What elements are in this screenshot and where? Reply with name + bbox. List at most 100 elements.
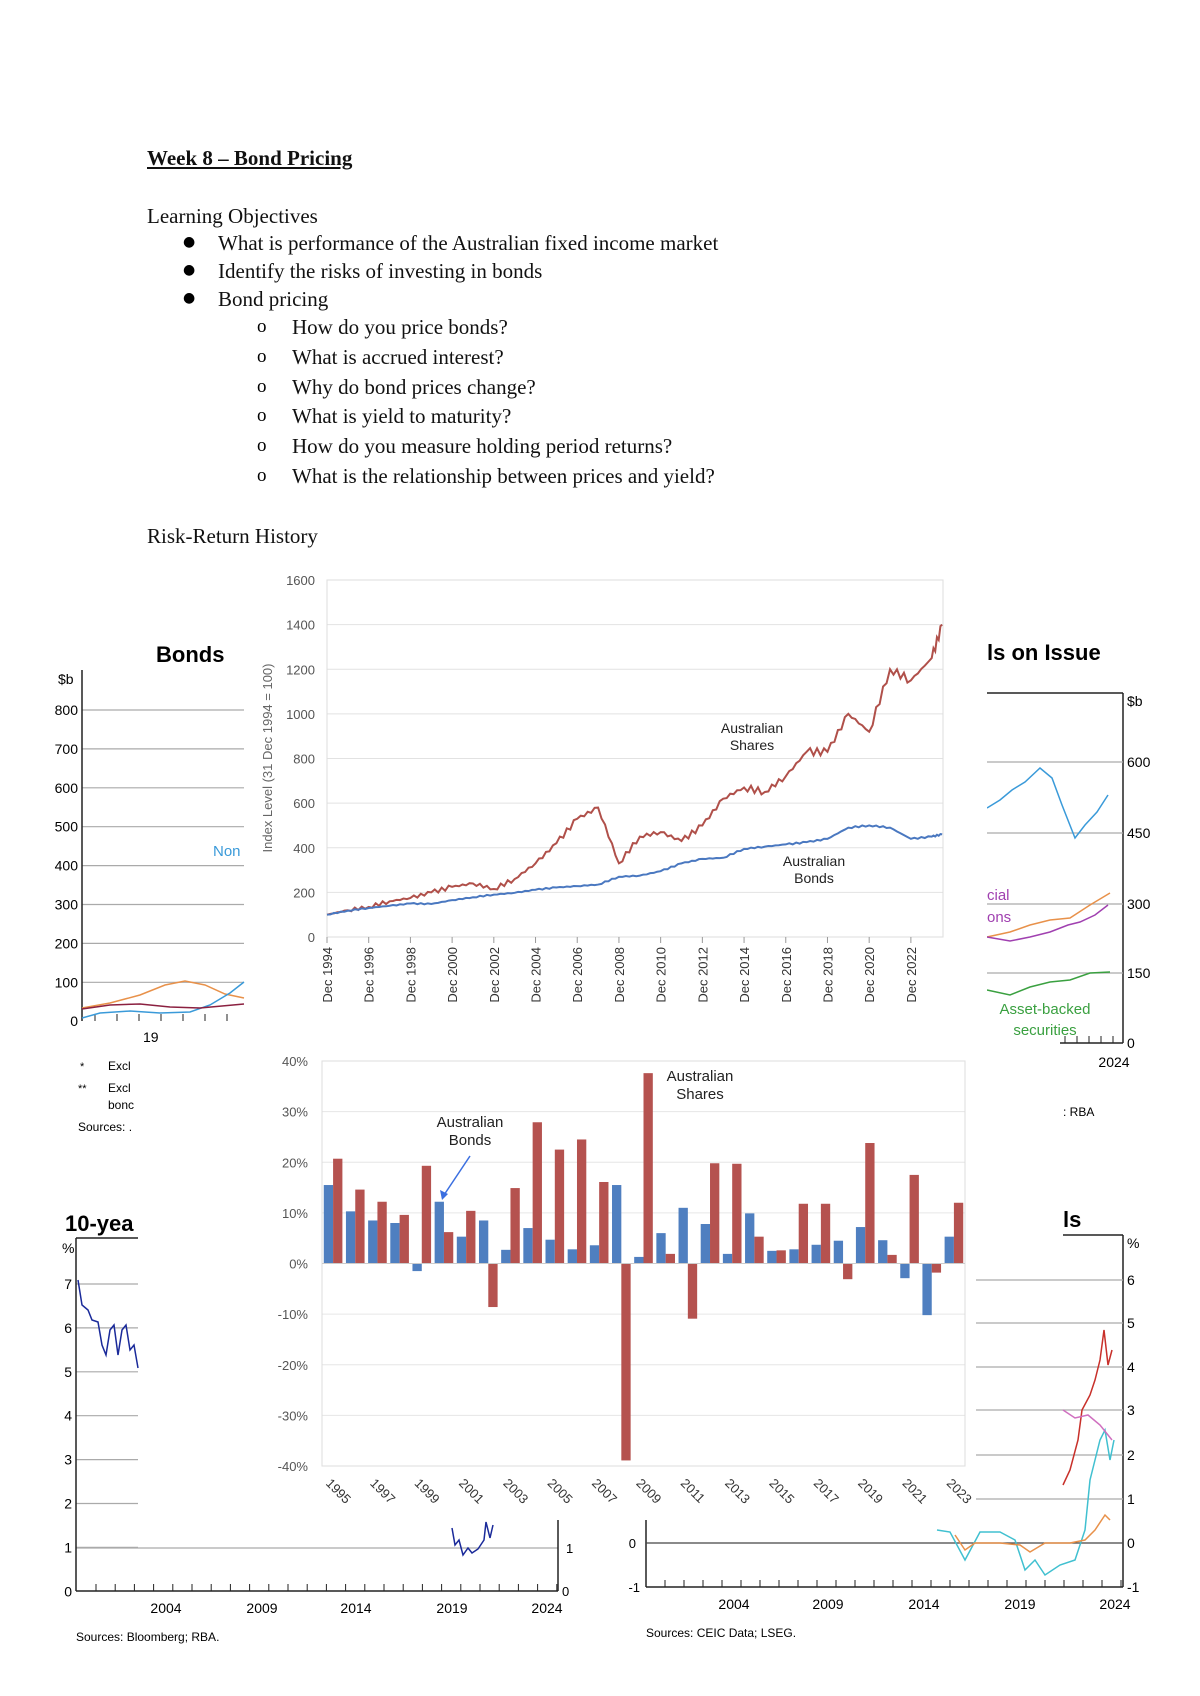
x-tick-label: 2014 xyxy=(908,1596,939,1612)
x-tick-label: 2005 xyxy=(545,1476,576,1507)
x-tick-label: 2023 xyxy=(944,1476,975,1507)
page-title: Week 8 – Bond Pricing xyxy=(147,146,353,170)
bar-bonds-2007 xyxy=(589,1245,600,1264)
bar-bonds-2023 xyxy=(944,1236,954,1264)
y-tick-label: 1600 xyxy=(286,573,315,588)
sub-bullet-icon: o xyxy=(257,405,267,427)
y-tick-label: 40% xyxy=(282,1054,308,1069)
pink-series-line xyxy=(1062,1409,1113,1441)
yield-line xyxy=(77,1279,139,1369)
x-tick-label: 2013 xyxy=(722,1476,753,1507)
bar-bonds-2008 xyxy=(612,1185,622,1264)
bar-bonds-2015 xyxy=(767,1250,777,1264)
bar-bonds-2022 xyxy=(922,1263,932,1316)
bar-bonds-2004 xyxy=(523,1228,533,1264)
plot-area xyxy=(326,579,944,938)
source-note: Sources: Bloomberg; RBA. xyxy=(76,1630,219,1644)
y-tick-label: -1 xyxy=(1127,1579,1140,1595)
yield-line xyxy=(451,1521,494,1557)
x-tick-label: 2017 xyxy=(811,1476,842,1507)
series-label: Bonds xyxy=(449,1132,492,1149)
series-label: Australian xyxy=(437,1114,504,1131)
bar-bonds-2018 xyxy=(833,1240,844,1264)
bar-bonds-2005 xyxy=(545,1239,555,1264)
orange-series-line xyxy=(954,1513,1111,1553)
y-tick-label: 0 xyxy=(629,1536,636,1551)
x-tick-label: Dec 2016 xyxy=(779,947,794,1003)
y-tick-label: 5 xyxy=(64,1364,72,1380)
sub-bullet-icon: o xyxy=(257,345,267,367)
bar-shares-2000 xyxy=(443,1232,454,1264)
series-label-fragment: cial xyxy=(987,887,1010,904)
x-tick-label: 2007 xyxy=(589,1476,620,1507)
y-tick-label: 800 xyxy=(293,752,315,767)
y-tick-label: 6 xyxy=(1127,1272,1135,1288)
objective-item: Identify the risks of investing in bonds xyxy=(218,259,543,283)
bar-shares-2002 xyxy=(488,1263,498,1308)
bullet-icon: ● xyxy=(183,234,196,250)
bar-shares-2016 xyxy=(798,1203,809,1264)
bar-bonds-2019 xyxy=(855,1227,866,1264)
y-tick-label: -20% xyxy=(278,1358,309,1373)
y-tick-label: 1 xyxy=(566,1541,573,1556)
bullet-icon: ● xyxy=(183,262,196,278)
bar-bonds-1998 xyxy=(390,1223,400,1264)
red-series-line xyxy=(1062,1329,1113,1486)
bar-shares-1998 xyxy=(399,1214,409,1264)
y-tick-label: 3 xyxy=(64,1452,72,1468)
x-tick-label: Dec 2010 xyxy=(654,947,669,1003)
bar-shares-2012 xyxy=(710,1163,720,1264)
x-tick-label: 1999 xyxy=(412,1476,443,1507)
bar-shares-2003 xyxy=(510,1188,520,1264)
x-tick-label: Dec 2022 xyxy=(904,947,919,1003)
annotation-arrow xyxy=(441,1155,471,1199)
bar-bonds-1996 xyxy=(345,1211,356,1264)
bar-shares-2010 xyxy=(665,1253,675,1264)
y-tick-label: 500 xyxy=(55,819,79,835)
series-label: Shares xyxy=(730,737,774,753)
x-tick-label: Dec 1996 xyxy=(362,947,377,1003)
bar-bonds-1997 xyxy=(368,1220,378,1264)
y-tick-label: 0 xyxy=(1127,1035,1135,1051)
bar-shares-2005 xyxy=(554,1149,565,1264)
bar-shares-2021 xyxy=(909,1174,919,1264)
bar-shares-2006 xyxy=(576,1139,587,1264)
purple-series-line xyxy=(986,904,1109,942)
chart-title-fragment: Bonds xyxy=(156,642,224,667)
y-tick-label: 5 xyxy=(1127,1315,1135,1331)
y-tick-label: 1 xyxy=(64,1539,72,1555)
bar-shares-2017 xyxy=(820,1203,831,1264)
y-tick-label: 800 xyxy=(55,702,79,718)
source-fragment: Sources: . xyxy=(78,1120,132,1134)
bar-shares-2020 xyxy=(887,1254,897,1264)
annual-returns-chart-frame: 40% 30% 20% 10% 0% -10% -20% -30% -40% 1995 1997 19… xyxy=(256,1046,976,1520)
x-tick-label: 2019 xyxy=(855,1476,886,1507)
y-tick-label: 1000 xyxy=(286,707,315,722)
cyan-series-line xyxy=(936,1427,1115,1577)
y-axis-title: Index Level (31 Dec 1994 = 100) xyxy=(262,664,275,853)
x-tick-label: Dec 2008 xyxy=(612,947,627,1003)
x-tick-label: 1995 xyxy=(323,1476,354,1507)
x-tick-label: 2015 xyxy=(766,1476,797,1507)
unit-label: $b xyxy=(58,671,74,687)
y-tick-label: 2 xyxy=(64,1496,72,1512)
x-tick-label: 2024 xyxy=(1099,1596,1130,1612)
y-tick-label: 20% xyxy=(282,1155,308,1170)
bar-bonds-2003 xyxy=(501,1249,511,1264)
y-tick-label: -10% xyxy=(278,1307,309,1322)
y-tick-label: 700 xyxy=(55,741,79,757)
bonds-on-issue-right-chart: ls on Issue $b 600 450 300 150 0 cial ons As… xyxy=(986,640,1151,1119)
bar-shares-1996 xyxy=(355,1189,365,1264)
bar-bonds-2016 xyxy=(789,1249,799,1264)
bar-bonds-2012 xyxy=(700,1224,711,1264)
sub-objective-item: What is yield to maturity? xyxy=(292,404,512,429)
sub-objective-item: What is the relationship between prices … xyxy=(292,464,715,488)
bar-shares-1997 xyxy=(377,1201,387,1264)
bar-shares-2014 xyxy=(754,1236,764,1264)
bar-bonds-1999 xyxy=(412,1263,422,1272)
bar-shares-2009 xyxy=(643,1073,653,1264)
y-tick-label: 400 xyxy=(55,858,79,874)
